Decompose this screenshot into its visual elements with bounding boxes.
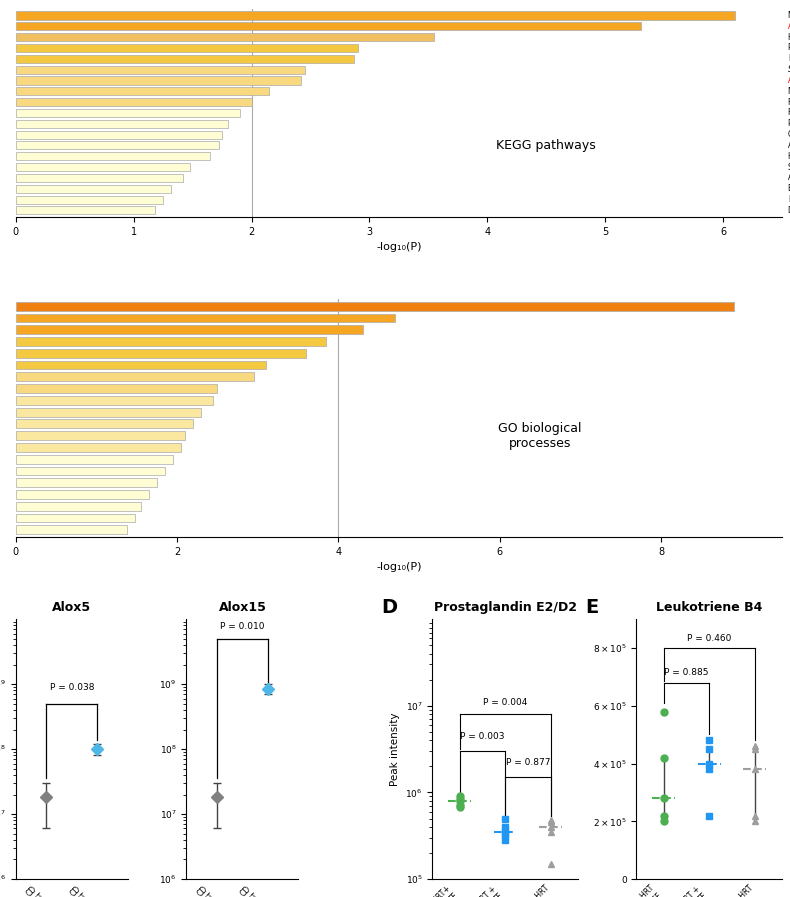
Bar	[16, 87, 269, 95]
Text: Renin-angiotensin system: Renin-angiotensin system	[788, 109, 790, 118]
Text: P = 0.004: P = 0.004	[483, 699, 527, 708]
Bar	[16, 501, 141, 510]
Text: Hippo signaling: Hippo signaling	[788, 152, 790, 161]
Bar	[16, 349, 307, 358]
Bar	[16, 12, 735, 20]
Bar	[16, 526, 127, 535]
Bar	[16, 142, 219, 150]
X-axis label: -log₁₀(P): -log₁₀(P)	[376, 562, 422, 572]
Bar	[16, 76, 301, 84]
Text: S. Aureus infection: S. Aureus infection	[788, 65, 790, 74]
Bar	[16, 174, 183, 182]
Bar	[16, 302, 734, 310]
Bar	[16, 131, 222, 139]
Text: Mineral absorption: Mineral absorption	[788, 87, 790, 96]
Bar	[16, 384, 217, 393]
Text: P = 0.010: P = 0.010	[220, 623, 265, 631]
Bar	[16, 206, 155, 214]
X-axis label: -log₁₀(P): -log₁₀(P)	[376, 242, 422, 252]
Bar	[16, 22, 641, 30]
Text: Arginine and proline metabolism: Arginine and proline metabolism	[788, 141, 790, 150]
Bar	[16, 420, 194, 428]
Bar	[16, 443, 181, 452]
Text: P = 0.038: P = 0.038	[50, 684, 94, 692]
Bar	[16, 98, 251, 106]
Bar	[16, 337, 326, 346]
Bar	[16, 326, 363, 335]
Title: Prostaglandin E2/D2: Prostaglandin E2/D2	[434, 601, 577, 614]
Y-axis label: Peak intensity: Peak intensity	[389, 712, 400, 786]
Text: P = 0.460: P = 0.460	[687, 634, 732, 643]
Bar	[16, 314, 395, 322]
Title: Alox5: Alox5	[52, 601, 92, 614]
Bar	[16, 65, 305, 74]
Bar	[16, 431, 185, 440]
Bar	[16, 152, 210, 161]
Bar	[16, 514, 135, 522]
Text: Hypertrophic cardiomyopathy: Hypertrophic cardiomyopathy	[788, 32, 790, 41]
Text: Fc epsilon RI signaling: Fc epsilon RI signaling	[788, 98, 790, 107]
Bar	[16, 44, 358, 52]
Text: Starch and sucrose metabolism: Starch and sucrose metabolism	[788, 162, 790, 171]
Title: Leukotriene B4: Leukotriene B4	[656, 601, 762, 614]
Bar	[16, 185, 171, 193]
Bar	[16, 408, 201, 416]
Bar	[16, 396, 213, 405]
Text: P = 0.003: P = 0.003	[460, 732, 505, 741]
Bar	[16, 55, 354, 63]
Bar	[16, 33, 435, 41]
Text: Bacterial invasion of epithelial cells: Bacterial invasion of epithelial cells	[788, 184, 790, 193]
Text: Endocytosis: Endocytosis	[788, 195, 790, 205]
Text: Arachidonic acid metabolism: Arachidonic acid metabolism	[788, 76, 790, 85]
Text: Lysosome: Lysosome	[788, 55, 790, 64]
Text: Diabetic cardiomyopathy: Diabetic cardiomyopathy	[788, 206, 790, 215]
Bar	[16, 196, 164, 204]
Bar	[16, 478, 157, 487]
Title: Alox15: Alox15	[219, 601, 266, 614]
Bar	[16, 372, 254, 381]
Text: Calcium signaling: Calcium signaling	[788, 130, 790, 139]
Bar	[16, 466, 165, 475]
Bar	[16, 109, 240, 117]
Bar	[16, 455, 173, 464]
Text: Arrhythmogenic right ventricular cardiomyopathy: Arrhythmogenic right ventricular cardiom…	[788, 173, 790, 182]
Bar	[16, 490, 149, 499]
Text: Protein digestion and absorption: Protein digestion and absorption	[788, 119, 790, 128]
Text: P = 0.877: P = 0.877	[506, 758, 550, 767]
Text: GO biological
processes: GO biological processes	[498, 422, 582, 449]
Bar	[16, 163, 190, 171]
Text: KEGG pathways: KEGG pathways	[496, 139, 596, 152]
Text: Primary immunodeficiency: Primary immunodeficiency	[788, 43, 790, 52]
Text: Motor proteins: Motor proteins	[788, 11, 790, 20]
Bar	[16, 119, 228, 128]
Text: D: D	[382, 598, 397, 617]
Text: E: E	[585, 598, 599, 617]
Text: Asthma: Asthma	[788, 22, 790, 30]
Bar	[16, 361, 266, 370]
Text: P = 0.885: P = 0.885	[664, 667, 709, 677]
